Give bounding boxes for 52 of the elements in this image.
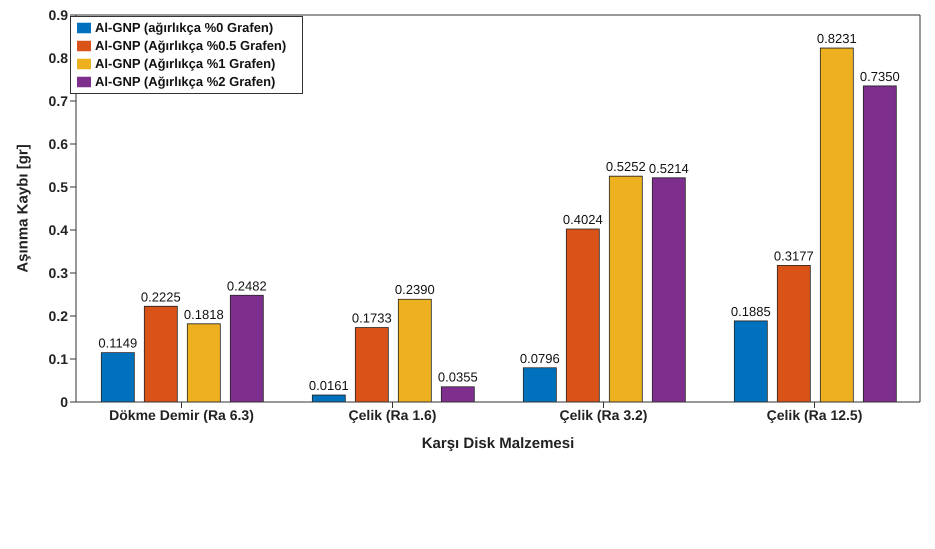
y-tick-label: 0.6 [48,136,68,152]
y-tick-label: 0.5 [48,178,68,195]
data-label: 0.1885 [730,304,771,319]
bar [230,294,264,402]
y-tick-label: 0.3 [48,264,68,281]
x-tick-label: Dökme Demir (Ra 6.3) [109,406,254,423]
data-label: 0.8231 [816,31,857,46]
bar [734,320,768,402]
data-label: 0.5214 [648,160,689,176]
y-axis-title: Aşınma Kaybı [gr] [14,144,32,273]
legend-label: Al-GNP (Ağırlıkça %0.5 Grafen) [95,38,286,53]
data-label: 0.0355 [438,370,478,385]
data-label: 0.7350 [860,68,900,84]
y-tick-label: 0.9 [48,6,68,23]
data-label: 0.2225 [140,289,181,304]
bar [776,264,811,402]
legend-label: Al-GNP (Ağırlıkça %2 Grafen) [95,74,276,89]
y-tick-label: 0.7 [48,92,68,109]
bar [398,298,432,402]
y-tick-label: 0.2 [48,308,68,324]
data-label: 0.0796 [520,350,560,366]
bar [354,327,389,402]
data-label: 0.1733 [352,310,392,326]
bar [522,367,557,402]
data-label: 0.2390 [394,282,435,298]
legend-label: Al-GNP (ağırlıkça %0 Grafen) [95,20,274,35]
data-label: 0.0161 [308,378,349,394]
x-tick-label: Çelik (Ra 12.5) [766,406,862,423]
x-axis-title: Karşı Disk Malzemesi [422,435,574,452]
bar [312,394,346,402]
y-tick-label: 0.4 [48,222,68,238]
bar [144,306,178,402]
data-label: 0.3177 [774,248,814,264]
y-tick-label: 0.1 [48,350,68,367]
data-label: 0.4024 [562,212,603,227]
data-label: 0.5252 [606,159,646,174]
legend-label: Al-GNP (Ağırlıkça %1 Grafen) [95,56,276,71]
y-tick-label: 0.8 [48,50,68,66]
data-label: 0.1818 [184,306,224,322]
bar [652,177,686,402]
bar [566,228,600,402]
bar [608,176,643,402]
data-label: 0.1149 [98,336,138,351]
bar [440,386,475,402]
bar [100,352,135,402]
y-tick-label: 0 [60,394,68,410]
data-label: 0.2482 [226,278,267,294]
bar [820,48,854,402]
x-tick-label: Çelik (Ra 3.2) [560,406,648,423]
x-tick-label: Çelik (Ra 1.6) [348,406,436,423]
bar [186,323,221,402]
bar [862,86,897,402]
